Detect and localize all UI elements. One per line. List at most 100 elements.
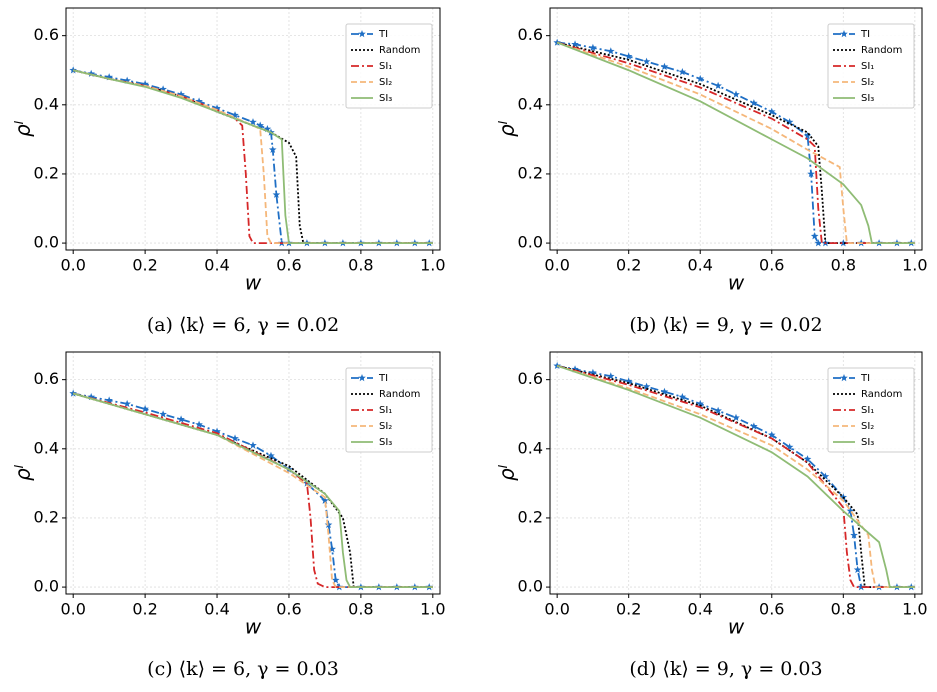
star-marker [810, 232, 819, 240]
x-axis-label: w [728, 615, 745, 639]
legend-marker [358, 374, 366, 382]
panel: 0.0 0.2 0.4 0.6 0.8 1.0 0.0 0.2 0.4 0.6 w ρˡ (b) ⟨k⟩… [495, 7, 928, 336]
star-marker [696, 399, 705, 408]
legend: TI Random SI₁ SI₂ SI₃ [345, 367, 433, 453]
legend-label: SI₃ [861, 93, 874, 104]
plot-area [69, 389, 434, 591]
caption: (d) ⟨k⟩ = 9, γ = 0.03 [629, 658, 822, 680]
star-marker [268, 145, 277, 153]
series-line [556, 41, 915, 244]
star-marker [321, 496, 329, 504]
x-tick-label: 0.4 [204, 600, 229, 619]
x-tick-label: 0.6 [276, 256, 301, 275]
y-axis-label: ρˡ [495, 464, 519, 481]
y-tick-label: 0.6 [518, 25, 543, 44]
star-marker [803, 455, 812, 463]
legend-label: TI [378, 373, 388, 384]
star-marker [195, 420, 203, 428]
star-marker [249, 118, 257, 126]
x-tick-label: 0.2 [616, 600, 641, 619]
legend-label: Random [379, 45, 420, 56]
y-tick-label: 0.4 [518, 438, 543, 457]
star-marker [231, 111, 239, 119]
plot-area [553, 38, 916, 247]
x-tick-label: 0.2 [616, 256, 641, 275]
star-marker [231, 434, 239, 442]
series-line [556, 41, 915, 244]
star-marker [839, 239, 848, 247]
legend-label: SI₂ [861, 421, 874, 432]
star-marker [141, 405, 149, 413]
legend-label: Random [379, 389, 420, 400]
y-tick-label: 0.4 [34, 94, 59, 113]
series-line [72, 69, 433, 244]
star-marker [624, 377, 633, 385]
star-marker [324, 520, 333, 529]
x-tick-label: 1.0 [420, 256, 445, 275]
star-marker [814, 239, 823, 247]
legend-box [345, 23, 433, 109]
star-marker [105, 396, 113, 404]
star-marker [589, 43, 597, 51]
star-marker [195, 97, 203, 105]
y-tick-label: 0.4 [518, 94, 543, 113]
series-line [556, 364, 915, 588]
legend-label: SI₁ [861, 61, 874, 72]
star-marker [328, 545, 336, 553]
series-line [556, 364, 915, 588]
plot-area [553, 361, 916, 591]
star-marker [624, 52, 633, 60]
y-tick-label: 0.2 [34, 163, 59, 182]
x-tick-label: 0.4 [688, 256, 713, 275]
y-tick-label: 0.0 [518, 233, 543, 252]
x-tick-label: 0.8 [831, 600, 856, 619]
x-axis-label: w [245, 271, 262, 295]
y-tick-label: 0.4 [34, 438, 59, 457]
series-line [72, 392, 433, 588]
legend: TI Random SI₁ SI₂ SI₃ [345, 23, 433, 109]
y-tick-label: 0.6 [34, 369, 59, 388]
y-tick-label: 0.2 [518, 507, 543, 526]
legend-label: SI₁ [379, 61, 392, 72]
legend-marker [358, 30, 366, 38]
series-line [556, 364, 915, 588]
star-marker [660, 62, 669, 71]
x-tick-label: 0.6 [759, 256, 784, 275]
y-tick-label: 0.0 [34, 577, 59, 596]
star-marker [767, 430, 776, 439]
star-marker [839, 493, 848, 501]
x-tick-label: 0.6 [759, 600, 784, 619]
series-line [556, 41, 915, 244]
legend-label: SI₁ [379, 405, 392, 416]
star-marker [123, 76, 131, 84]
legend-label: SI₁ [861, 405, 874, 416]
star-marker [267, 451, 275, 459]
star-marker [807, 169, 815, 178]
legend-box [345, 367, 433, 453]
star-marker [69, 66, 77, 74]
star-marker [177, 90, 185, 98]
panel: 0.0 0.2 0.4 0.6 0.8 1.0 0.0 0.2 0.4 0.6 w ρˡ (a) ⟨k⟩… [11, 7, 446, 336]
star-marker [803, 131, 812, 140]
x-axis-label: w [245, 615, 262, 639]
star-marker [272, 190, 281, 198]
y-tick-label: 0.6 [34, 25, 59, 44]
series-line [72, 392, 433, 588]
legend-label: SI₂ [379, 421, 392, 432]
star-marker [750, 422, 758, 430]
y-axis-label: ρˡ [11, 464, 35, 481]
panel: 0.0 0.2 0.4 0.6 0.8 1.0 0.0 0.2 0.4 0.6 w ρˡ (d) ⟨k⟩… [495, 351, 928, 680]
star-marker [159, 410, 167, 418]
star-marker [589, 368, 597, 376]
caption: (a) ⟨k⟩ = 6, γ = 0.02 [147, 314, 339, 336]
x-tick-label: 0.4 [688, 600, 713, 619]
star-marker [571, 365, 579, 373]
x-tick-label: 0.0 [60, 600, 85, 619]
legend-label: TI [860, 373, 870, 384]
axes-frame [65, 7, 441, 251]
star-marker [714, 81, 722, 90]
star-marker [213, 427, 221, 435]
legend-label: Random [861, 389, 902, 400]
star-marker [159, 85, 167, 93]
panel: 0.0 0.2 0.4 0.6 0.8 1.0 0.0 0.2 0.4 0.6 w ρˡ (c) ⟨k⟩… [11, 351, 446, 680]
